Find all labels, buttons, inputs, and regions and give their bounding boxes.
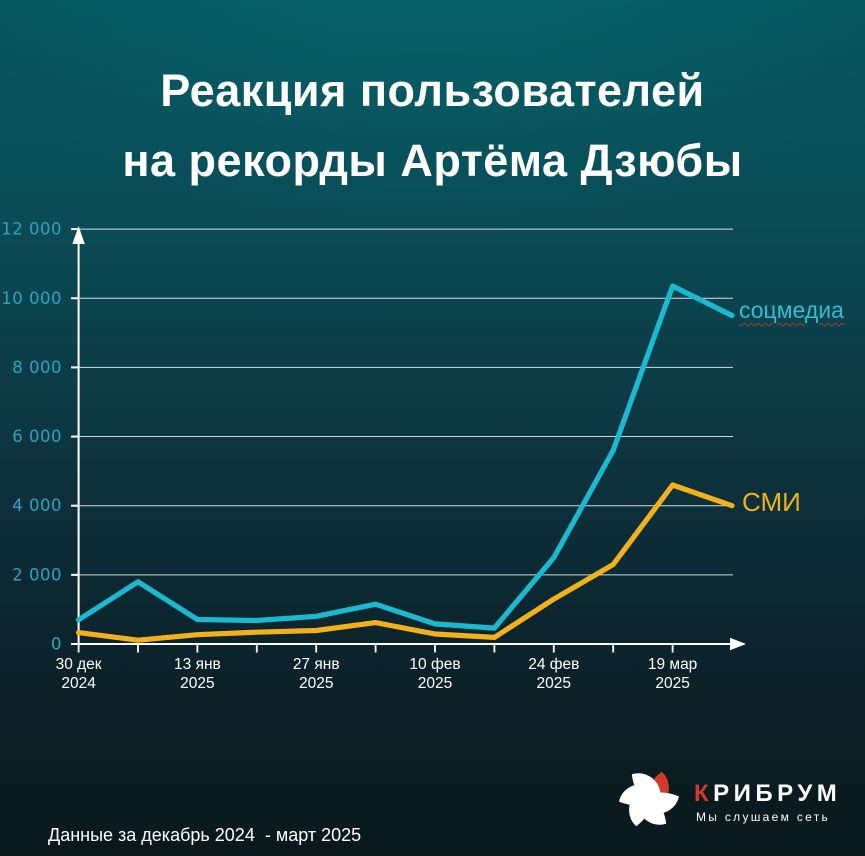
page-title-line1: Реакция пользователей <box>160 65 705 116</box>
legend-smi-label: СМИ <box>742 487 801 517</box>
y-axis-arrowhead <box>72 226 85 244</box>
kribrum-tagline: Мы слушаем сеть <box>696 810 831 824</box>
y-tick-label: 10 000 <box>1 289 62 308</box>
footer-period: Данные за декабрь 2024 - март 2025 <box>48 825 362 845</box>
x-tick-label-year: 2025 <box>655 675 689 692</box>
page-title-line2: на рекорды Артёма Дзюбы <box>122 135 743 186</box>
x-tick-label-date: 10 фев <box>409 656 460 673</box>
page-title: Реакция пользователей на рекорды Артёма … <box>0 56 865 196</box>
x-tick-label-date: 19 мар <box>648 656 697 673</box>
y-tick-label: 8 000 <box>12 358 62 377</box>
x-tick-label-date: 24 фев <box>528 656 579 673</box>
legend-socmedia-label: соцмедиа <box>739 297 844 323</box>
y-tick-labels: 0 2 000 4 000 6 000 8 000 10 000 12 000 <box>1 220 62 654</box>
y-axis <box>71 226 85 645</box>
x-tick-label-date: 13 янв <box>174 656 221 673</box>
y-tick-label: 6 000 <box>12 427 62 446</box>
x-tick-label-year: 2025 <box>537 675 571 692</box>
x-tick-label-year: 2025 <box>299 675 333 692</box>
y-tick-label: 4 000 <box>12 496 62 515</box>
x-tick-label-date: 30 дек <box>56 656 102 673</box>
x-tick-label-date: 27 янв <box>293 656 340 673</box>
x-axis <box>77 637 746 653</box>
series-line-СМИ <box>75 482 735 643</box>
pinwheel-petal-white <box>631 773 661 808</box>
x-tick-label-year: 2025 <box>180 675 214 692</box>
kribrum-wordmark-rest: РИБРУМ <box>713 780 842 807</box>
series-line-соцмедиа <box>75 283 735 631</box>
x-axis-arrowhead <box>730 637 746 651</box>
footer-note: Данные за декабрь 2024 - март 2025 Источ… <box>48 770 361 856</box>
kribrum-wordmark-first-letter: К <box>694 780 714 807</box>
series-lines <box>75 283 735 643</box>
y-tick-label: 12 000 <box>1 220 62 239</box>
gridlines <box>78 228 733 576</box>
kribrum-wordmark: КРИБРУМ <box>694 780 841 808</box>
x-tick-labels: 30 дек 2024 13 янв 2025 27 янв 2025 10 фев 2025… <box>56 656 698 692</box>
y-tick-label: 0 <box>51 635 62 654</box>
kribrum-pinwheel-icon <box>619 771 679 827</box>
y-tick-label: 2 000 <box>12 565 62 584</box>
kribrum-logo: КРИБРУМ Мы слушаем сеть <box>616 764 856 836</box>
x-tick-label-year: 2025 <box>418 675 452 692</box>
x-tick-label-year: 2024 <box>61 675 96 692</box>
